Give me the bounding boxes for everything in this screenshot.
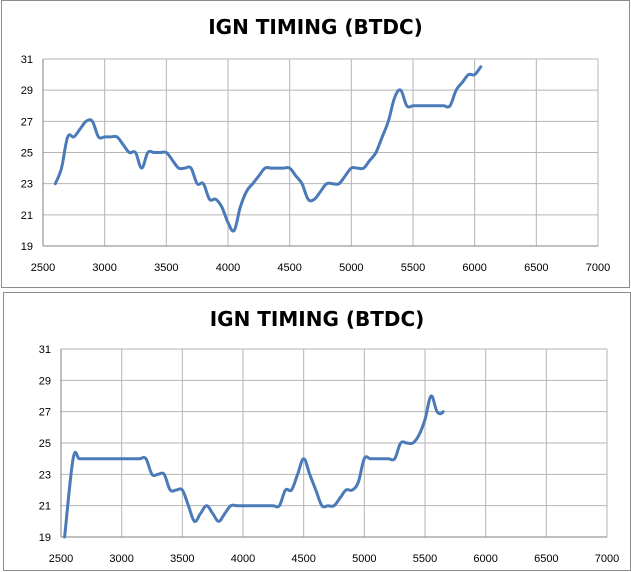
y-tick-label: 19 [39,532,51,544]
x-tick-label: 6000 [473,553,497,565]
x-tick-label: 3500 [170,553,194,565]
y-tick-label: 27 [21,116,33,128]
y-tick-label: 21 [21,210,33,222]
x-tick-label: 6500 [534,553,558,565]
series-line [53,65,483,233]
y-tick-label: 19 [21,241,33,253]
y-tick-label: 25 [21,148,33,160]
x-tick-label: 4000 [216,262,240,274]
chart-title: IGN TIMING (BTDC) [208,15,423,39]
y-tick-label: 25 [39,438,51,450]
gridlines [60,348,608,538]
x-tick-label: 3500 [154,262,178,274]
x-tick-label: 4000 [231,553,255,565]
x-tick-label: 3000 [109,553,133,565]
series-line [63,394,445,539]
data-points [65,293,559,537]
x-tick-label: 4500 [291,553,315,565]
data-points [55,1,586,231]
x-tick-label: 6000 [462,262,486,274]
chart-canvas: 2500 3000 3500 4000 4500 5000 5500 6000 6500 7000… [21,1,610,274]
gridlines [42,58,599,247]
y-tick-label: 29 [21,85,33,97]
x-tick-label: 5000 [352,553,376,565]
chart-title: IGN TIMING (BTDC) [209,307,425,331]
x-tick-label: 3000 [92,262,116,274]
chart-panel-1: IGN TIMING (BTDC) 2500 3000 3500 4000 4500 50… [1,0,630,288]
x-tick-label: 2500 [49,553,73,565]
x-tick-label: 7000 [586,262,610,274]
y-tick-label: 31 [39,344,51,356]
x-tick-label: 5500 [413,553,437,565]
x-tick-label: 2500 [31,262,55,274]
chart-panel-2: IGN TIMING (BTDC) 2500 3000 3500 4000 4500 50… [3,292,631,571]
x-tick-label: 7000 [595,553,619,565]
y-tick-label: 27 [39,407,51,419]
y-tick-label: 21 [39,501,51,513]
y-tick-label: 29 [39,375,51,387]
x-tick-label: 5500 [401,262,425,274]
x-tick-label: 6500 [524,262,548,274]
y-tick-label: 23 [39,469,51,481]
x-tick-label: 5000 [339,262,363,274]
y-tick-label: 31 [21,54,33,66]
y-tick-label: 23 [21,179,33,191]
x-tick-label: 4500 [277,262,301,274]
chart-canvas: 2500 3000 3500 4000 4500 5000 5500 6000 6500 7000… [39,293,619,565]
